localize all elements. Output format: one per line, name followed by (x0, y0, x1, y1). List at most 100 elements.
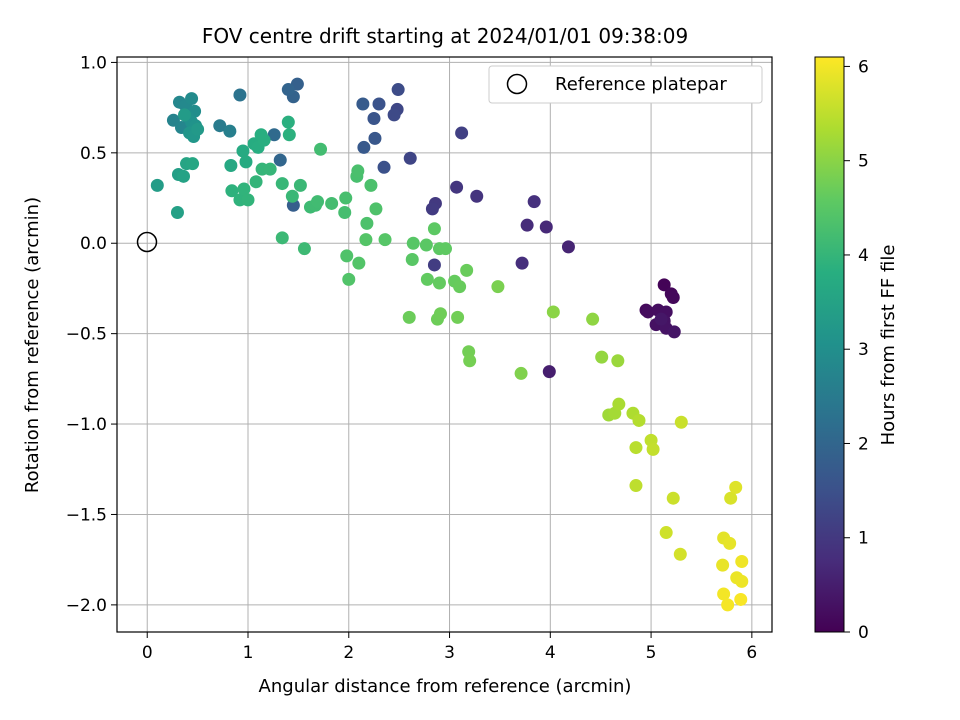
data-point (356, 97, 370, 111)
plot-frame (116, 56, 773, 633)
data-point (460, 263, 474, 277)
data-point (539, 220, 553, 234)
data-point (297, 242, 311, 256)
data-point (666, 290, 680, 304)
data-point (377, 160, 391, 174)
legend: Reference platepar (488, 65, 763, 104)
y-tick-label: −2.0 (66, 596, 107, 616)
data-point (359, 233, 373, 247)
data-point (275, 231, 289, 245)
data-point (293, 178, 307, 192)
data-point (735, 554, 749, 568)
data-point (170, 206, 184, 220)
x-tick-label: 2 (343, 643, 354, 663)
data-point (527, 195, 541, 209)
data-point (491, 280, 505, 294)
data-point (406, 236, 420, 250)
data-point (654, 312, 668, 326)
data-point (439, 242, 453, 256)
data-point (191, 122, 205, 136)
x-tick-label: 5 (646, 643, 657, 663)
data-point (717, 587, 731, 601)
data-point (515, 256, 529, 270)
grid (117, 57, 772, 632)
data-point (372, 97, 386, 111)
data-point (224, 158, 238, 172)
data-point (281, 83, 295, 97)
y-tick-label: −1.0 (66, 415, 107, 435)
data-point (542, 365, 556, 379)
data-point (236, 144, 250, 158)
data-point (338, 206, 352, 220)
colorbar-label: Hours from first FF file (878, 245, 899, 446)
data-point (657, 278, 671, 292)
data-point (453, 280, 467, 294)
data-point (629, 441, 643, 455)
data-point (257, 133, 271, 147)
x-tick-label: 4 (545, 643, 556, 663)
x-tick-label: 0 (142, 643, 153, 663)
data-point (233, 88, 247, 102)
data-point (612, 397, 626, 411)
data-point (716, 558, 730, 572)
y-axis-label: Rotation from reference (arcmin) (22, 197, 43, 493)
data-point (150, 178, 164, 192)
data-point (402, 310, 416, 324)
colorbar-tick-label: 6 (858, 57, 869, 77)
data-point (351, 164, 365, 178)
data-point (213, 119, 227, 133)
data-point (520, 218, 534, 232)
data-point (514, 366, 528, 380)
data-point (646, 442, 660, 456)
chart-title: FOV centre drift starting at 2024/01/01 … (202, 24, 688, 48)
y-tick-label: −0.5 (66, 325, 107, 345)
data-point (451, 310, 465, 324)
data-point (586, 312, 600, 326)
data-point (641, 305, 655, 319)
x-axis-label: Angular distance from reference (arcmin) (259, 676, 632, 697)
data-point (425, 202, 439, 216)
colorbar-tick-label: 5 (858, 152, 869, 172)
data-point (561, 240, 575, 254)
data-point (721, 598, 735, 612)
data-point (275, 177, 289, 191)
colorbar-tick-label: 4 (858, 246, 869, 266)
y-tick-label: −1.5 (66, 505, 107, 525)
data-point (311, 195, 325, 209)
data-point (364, 178, 378, 192)
data-point (673, 547, 687, 561)
data-point (629, 479, 643, 493)
data-point (178, 108, 192, 122)
data-point (314, 142, 328, 156)
data-point (455, 126, 469, 140)
data-point (325, 196, 339, 210)
colorbar-tick-label: 2 (858, 434, 869, 454)
data-point (368, 131, 382, 145)
data-point (360, 216, 374, 230)
y-tick-label: 1.0 (80, 53, 107, 73)
data-point (723, 536, 737, 550)
data-point (729, 480, 743, 494)
data-point (352, 256, 366, 270)
data-point (387, 108, 401, 122)
colorbar-ticks: 0 1 2 3 4 5 6 (844, 57, 869, 643)
data-point (463, 354, 477, 368)
data-point (285, 189, 299, 203)
data-point (546, 305, 560, 319)
legend-box (488, 65, 763, 104)
data-point (403, 151, 417, 165)
data-point (185, 92, 199, 106)
data-point (735, 574, 749, 588)
data-point (674, 415, 688, 429)
data-point (342, 272, 356, 286)
data-point (369, 202, 383, 216)
data-point (611, 354, 625, 368)
x-tick-label: 6 (746, 643, 757, 663)
data-point (632, 413, 646, 427)
data-point (432, 276, 446, 290)
data-point (427, 222, 441, 236)
legend-entry: Reference platepar (555, 74, 727, 95)
data-point (237, 182, 251, 196)
data-point (263, 162, 277, 176)
